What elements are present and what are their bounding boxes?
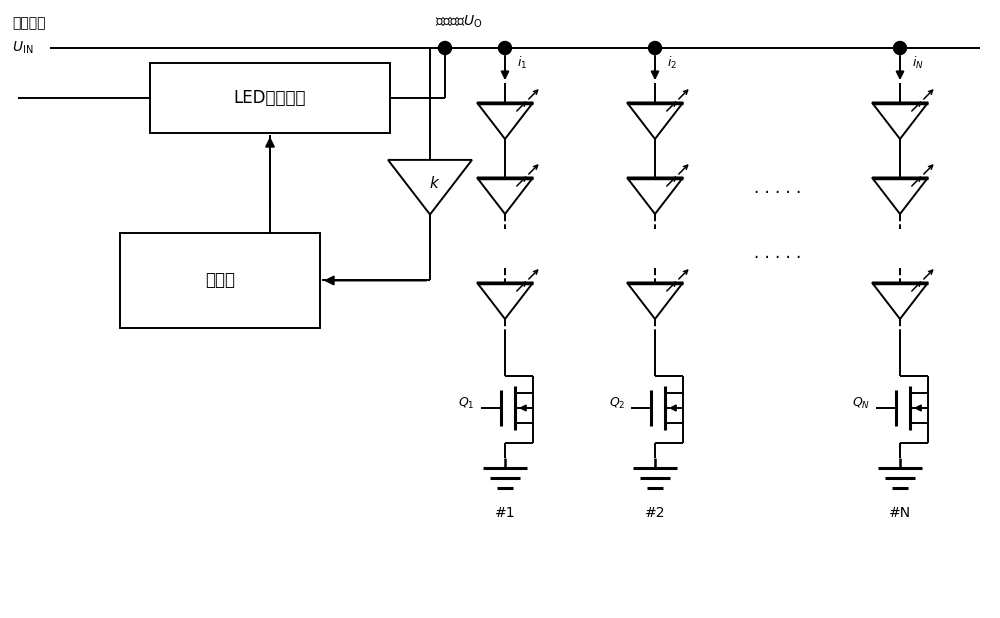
Text: 控制器: 控制器 <box>205 271 235 289</box>
Text: LED驱动电路: LED驱动电路 <box>234 89 306 107</box>
Circle shape <box>498 41 512 54</box>
Text: $i_N$: $i_N$ <box>912 55 924 71</box>
Text: $Q_N$: $Q_N$ <box>852 396 870 410</box>
Circle shape <box>648 41 662 54</box>
Bar <box>120 233 320 328</box>
Text: $U_{\mathrm{IN}}$: $U_{\mathrm{IN}}$ <box>12 40 33 56</box>
Circle shape <box>894 41 906 54</box>
Text: 输入端口: 输入端口 <box>12 16 46 30</box>
Text: $i_2$: $i_2$ <box>667 55 677 71</box>
Text: #1: #1 <box>495 506 515 520</box>
Text: $Q_2$: $Q_2$ <box>609 396 625 410</box>
Text: · · · · ·: · · · · · <box>754 249 801 267</box>
Text: #2: #2 <box>645 506 665 520</box>
Circle shape <box>438 41 452 54</box>
Text: 输出端口$U_{\mathrm{O}}$: 输出端口$U_{\mathrm{O}}$ <box>435 14 482 30</box>
Bar <box>150 63 390 133</box>
Text: $Q_1$: $Q_1$ <box>458 396 475 410</box>
Text: · · · · ·: · · · · · <box>754 184 801 202</box>
Text: #N: #N <box>889 506 911 520</box>
Text: $k$: $k$ <box>429 175 441 191</box>
Text: $i_1$: $i_1$ <box>517 55 527 71</box>
